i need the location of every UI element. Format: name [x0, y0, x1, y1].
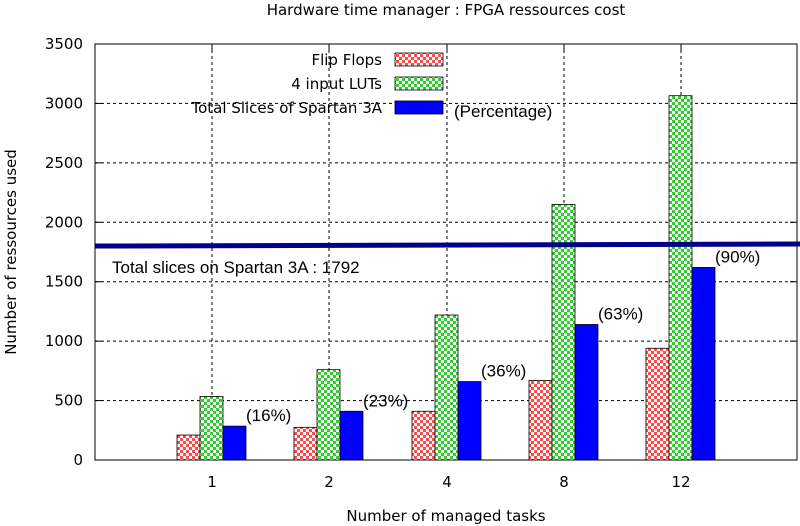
percentage-label: (16%): [246, 406, 291, 425]
reference-line: [94, 241, 800, 249]
legend: Flip Flops 4 input LUTs Total Slices of Sp…: [191, 51, 553, 121]
y-tick-label: 1000: [45, 332, 83, 350]
chart-title: Hardware time manager : FPGA ressources …: [267, 1, 626, 19]
legend-swatch: [394, 52, 444, 67]
bar-total-slices: [222, 425, 247, 461]
legend-swatch: [394, 76, 444, 91]
y-tick-label: 0: [73, 451, 83, 469]
percentage-label: (36%): [481, 362, 526, 381]
y-axis-label: Number of ressources used: [2, 149, 20, 355]
legend-percentage-note: (Percentage): [454, 102, 552, 121]
bar-total-slices: [691, 267, 716, 461]
bar-4-input-luts: [199, 396, 224, 461]
x-tick-label: 4: [442, 473, 452, 491]
y-tick-label: 1500: [45, 273, 83, 291]
bar-4-input-luts: [434, 314, 459, 461]
bar-total-slices: [339, 410, 364, 461]
y-tick-label: 3500: [45, 35, 83, 53]
bars: [176, 95, 716, 461]
x-tick-label: 8: [559, 473, 569, 491]
x-axis-label: Number of managed tasks: [346, 507, 545, 525]
percentage-label: (90%): [715, 247, 760, 266]
y-tick-label: 500: [54, 392, 83, 410]
legend-label: 4 input LUTs: [291, 75, 382, 93]
data-labels: (16%) (23%) (36%) (63%) (90%): [246, 247, 760, 425]
bar-flip-flops: [411, 410, 436, 461]
y-tick-label: 3000: [45, 94, 83, 112]
bar-flip-flops: [293, 426, 318, 461]
legend-label: Total Slices of Spartan 3A: [191, 99, 383, 117]
bar-total-slices: [574, 324, 599, 461]
reference-line-group: Total slices on Spartan 3A : 1792: [94, 241, 800, 277]
bar-flip-flops: [528, 379, 553, 461]
percentage-label: (63%): [598, 305, 643, 324]
x-tick-label: 2: [324, 473, 334, 491]
y-tick-label: 2000: [45, 213, 83, 231]
reference-line-label: Total slices on Spartan 3A : 1792: [112, 258, 360, 277]
legend-label: Flip Flops: [311, 51, 382, 69]
bar-4-input-luts: [316, 369, 341, 461]
bar-4-input-luts: [668, 95, 693, 461]
bar-total-slices: [457, 381, 482, 461]
percentage-label: (23%): [363, 391, 408, 410]
bar-flip-flops: [645, 347, 670, 461]
x-tick-label: 1: [207, 473, 217, 491]
bar-flip-flops: [176, 434, 201, 461]
legend-swatch: [394, 100, 444, 115]
y-tick-label: 2500: [45, 154, 83, 172]
x-tick-label: 12: [671, 473, 690, 491]
